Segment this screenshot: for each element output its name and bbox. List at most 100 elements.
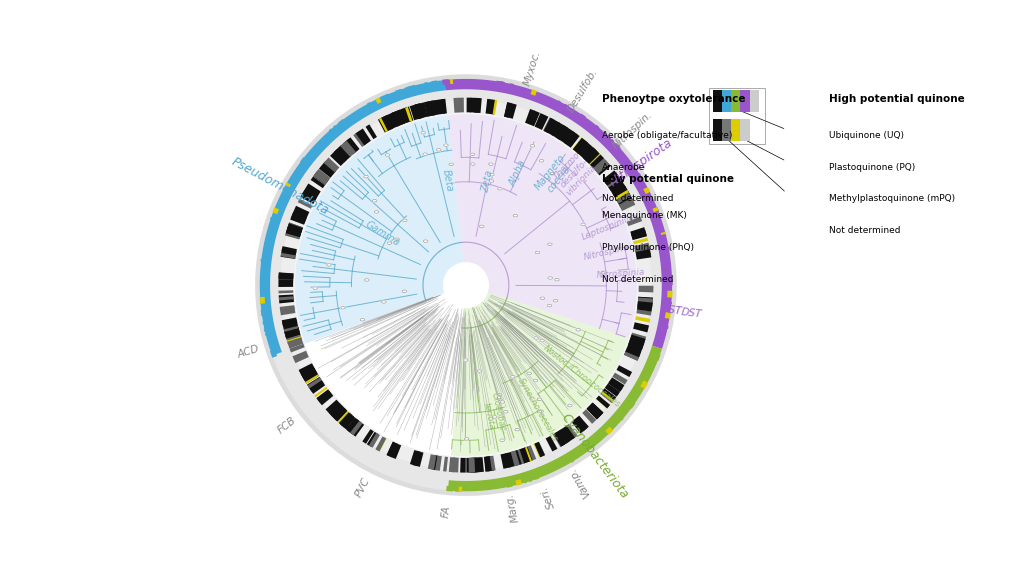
Polygon shape [307,377,322,388]
Polygon shape [355,128,371,145]
Polygon shape [343,138,359,154]
Text: FA: FA [440,505,452,518]
Polygon shape [434,99,445,115]
Polygon shape [337,145,351,160]
Circle shape [539,410,544,412]
Polygon shape [452,457,459,472]
Circle shape [601,271,605,274]
Polygon shape [379,118,388,132]
Polygon shape [285,182,291,188]
Polygon shape [640,380,648,389]
Polygon shape [410,450,419,465]
Polygon shape [652,207,658,212]
Polygon shape [572,138,584,151]
Polygon shape [406,107,414,122]
Polygon shape [444,79,672,349]
Polygon shape [435,456,441,471]
Circle shape [536,251,540,254]
Polygon shape [600,388,616,403]
Circle shape [395,238,399,241]
Polygon shape [556,100,560,106]
Polygon shape [287,338,303,348]
Polygon shape [309,380,326,394]
Polygon shape [624,350,640,361]
Polygon shape [575,140,587,153]
Polygon shape [380,116,392,131]
Polygon shape [665,312,671,319]
Polygon shape [281,253,296,259]
Polygon shape [425,101,435,116]
Polygon shape [287,336,302,344]
Polygon shape [493,100,498,115]
Polygon shape [472,457,477,472]
Polygon shape [314,169,331,183]
Polygon shape [301,367,318,384]
Polygon shape [291,212,307,223]
Circle shape [382,301,386,303]
Polygon shape [313,170,330,185]
Polygon shape [553,432,564,447]
Polygon shape [442,79,450,85]
Polygon shape [590,443,595,448]
Polygon shape [643,187,650,194]
Polygon shape [587,403,603,419]
Polygon shape [484,456,492,472]
Polygon shape [499,81,505,87]
Polygon shape [546,436,557,452]
Polygon shape [636,253,651,260]
Circle shape [581,223,586,226]
Polygon shape [505,452,515,468]
Polygon shape [470,458,475,472]
Text: Seri.: Seri. [539,485,556,510]
Polygon shape [611,184,627,196]
Polygon shape [301,367,316,380]
Polygon shape [596,396,609,408]
Polygon shape [376,97,382,104]
Circle shape [555,278,559,281]
Polygon shape [330,149,347,166]
Polygon shape [638,297,653,304]
Circle shape [498,398,503,401]
Polygon shape [415,103,428,119]
Polygon shape [298,199,312,209]
Polygon shape [615,192,634,207]
Polygon shape [279,272,294,280]
Polygon shape [595,160,609,174]
Circle shape [387,242,392,244]
Circle shape [513,214,518,217]
Circle shape [530,145,535,147]
Polygon shape [525,109,535,124]
Polygon shape [631,332,646,340]
Polygon shape [284,327,300,339]
Polygon shape [455,487,461,492]
Polygon shape [310,177,325,188]
Polygon shape [587,403,603,419]
Polygon shape [573,138,588,154]
Polygon shape [612,187,630,202]
Polygon shape [663,325,669,329]
Polygon shape [626,343,643,357]
Bar [722,119,731,141]
Circle shape [421,131,425,134]
Polygon shape [511,450,520,466]
Polygon shape [329,403,346,420]
Polygon shape [265,332,270,336]
Polygon shape [592,157,607,171]
Circle shape [479,225,484,228]
Polygon shape [441,98,446,114]
Polygon shape [474,457,484,472]
Circle shape [498,396,502,399]
Polygon shape [528,111,540,126]
Polygon shape [565,132,578,146]
Polygon shape [608,380,623,392]
Text: Leptospinillia: Leptospinillia [581,211,639,242]
Polygon shape [259,297,265,304]
Polygon shape [377,437,386,452]
Polygon shape [545,118,560,136]
Circle shape [540,297,545,300]
Polygon shape [450,79,454,84]
Polygon shape [391,110,404,127]
Polygon shape [558,127,574,144]
Polygon shape [608,179,626,195]
Circle shape [504,411,508,413]
